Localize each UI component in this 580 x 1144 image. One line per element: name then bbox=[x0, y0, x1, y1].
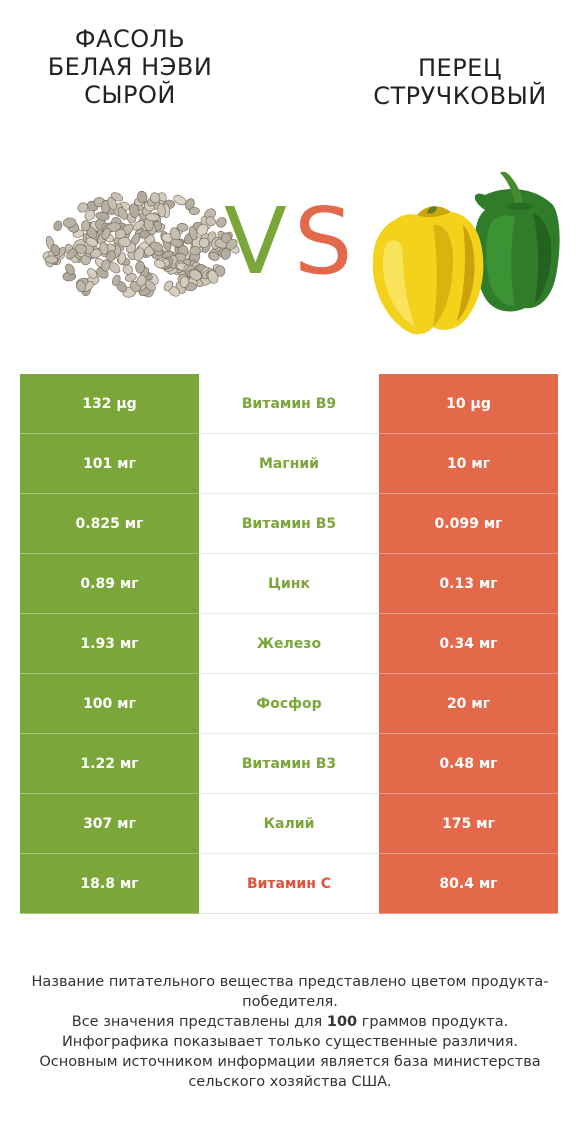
right-product-title: Перец стручковый bbox=[373, 54, 547, 110]
left-value: 0.89 мг bbox=[20, 554, 199, 614]
table-row: 307 мг Калий 175 мг bbox=[20, 794, 558, 854]
left-value: 307 мг bbox=[20, 794, 199, 854]
footnote-line-3: Инфографика показывает только существенн… bbox=[61, 1034, 519, 1050]
table-row: 0.825 мг Витамин B5 0.099 мг bbox=[20, 494, 558, 554]
footnote-line-2a: Все значения представлены для bbox=[71, 1014, 327, 1030]
right-value: 0.13 мг bbox=[379, 554, 558, 614]
footnote-line-2b: 100 bbox=[326, 1014, 358, 1030]
right-value: 0.48 мг bbox=[379, 734, 558, 794]
right-value: 10 мг bbox=[379, 434, 558, 494]
right-value: 20 мг bbox=[379, 674, 558, 734]
left-value: 132 µg bbox=[20, 374, 199, 434]
left-value: 1.22 мг bbox=[20, 734, 199, 794]
table-row: 132 µg Витамин B9 10 µg bbox=[20, 374, 558, 434]
right-value: 0.34 мг bbox=[379, 614, 558, 674]
vs-letter-v: V bbox=[224, 188, 287, 295]
nutrient-name: Витамин B3 bbox=[241, 755, 337, 772]
nutrient-name: Калий bbox=[263, 815, 315, 832]
table-row: 1.22 мг Витамин B3 0.48 мг bbox=[20, 734, 558, 794]
bell-pepper-image bbox=[372, 171, 560, 335]
nutrient-name: Железо bbox=[256, 635, 322, 652]
footnote-line-2c: граммов продукта. bbox=[357, 1014, 509, 1030]
comparison-table: 132 µg Витамин B9 10 µg 101 мг Магний 10 мг 0.… bbox=[20, 374, 558, 914]
nutrient-name: Витамин B5 bbox=[241, 515, 337, 532]
navy-beans-image bbox=[42, 190, 240, 298]
table-row: 101 мг Магний 10 мг bbox=[20, 434, 558, 494]
footnote-line-1: Название питательного вещества представл… bbox=[31, 974, 549, 1010]
table-row: 18.8 мг Витамин C 80.4 мг bbox=[20, 854, 558, 914]
left-value: 18.8 мг bbox=[20, 854, 199, 914]
footnote-line-4: Основным источником информации является … bbox=[39, 1054, 541, 1090]
left-value: 101 мг bbox=[20, 434, 199, 494]
right-value: 175 мг bbox=[379, 794, 558, 854]
right-value: 0.099 мг bbox=[379, 494, 558, 554]
table-row: 1.93 мг Железо 0.34 мг bbox=[20, 614, 558, 674]
left-value: 1.93 мг bbox=[20, 614, 199, 674]
table-row: 0.89 мг Цинк 0.13 мг bbox=[20, 554, 558, 614]
left-value: 100 мг bbox=[20, 674, 199, 734]
nutrient-name: Цинк bbox=[268, 575, 310, 592]
left-product-title: Фасоль белая нэви сырой bbox=[47, 25, 213, 109]
nutrient-name: Фосфор bbox=[256, 695, 322, 712]
right-value: 10 µg bbox=[379, 374, 558, 434]
nutrient-name: Витамин B9 bbox=[241, 395, 337, 412]
right-value: 80.4 мг bbox=[379, 854, 558, 914]
left-value: 0.825 мг bbox=[20, 494, 199, 554]
nutrient-name: Магний bbox=[259, 455, 319, 472]
table-row: 100 мг Фосфор 20 мг bbox=[20, 674, 558, 734]
vs-letter-s: S bbox=[294, 188, 353, 295]
nutrient-name: Витамин C bbox=[246, 875, 332, 892]
footnote: Название питательного вещества представл… bbox=[20, 972, 560, 1092]
